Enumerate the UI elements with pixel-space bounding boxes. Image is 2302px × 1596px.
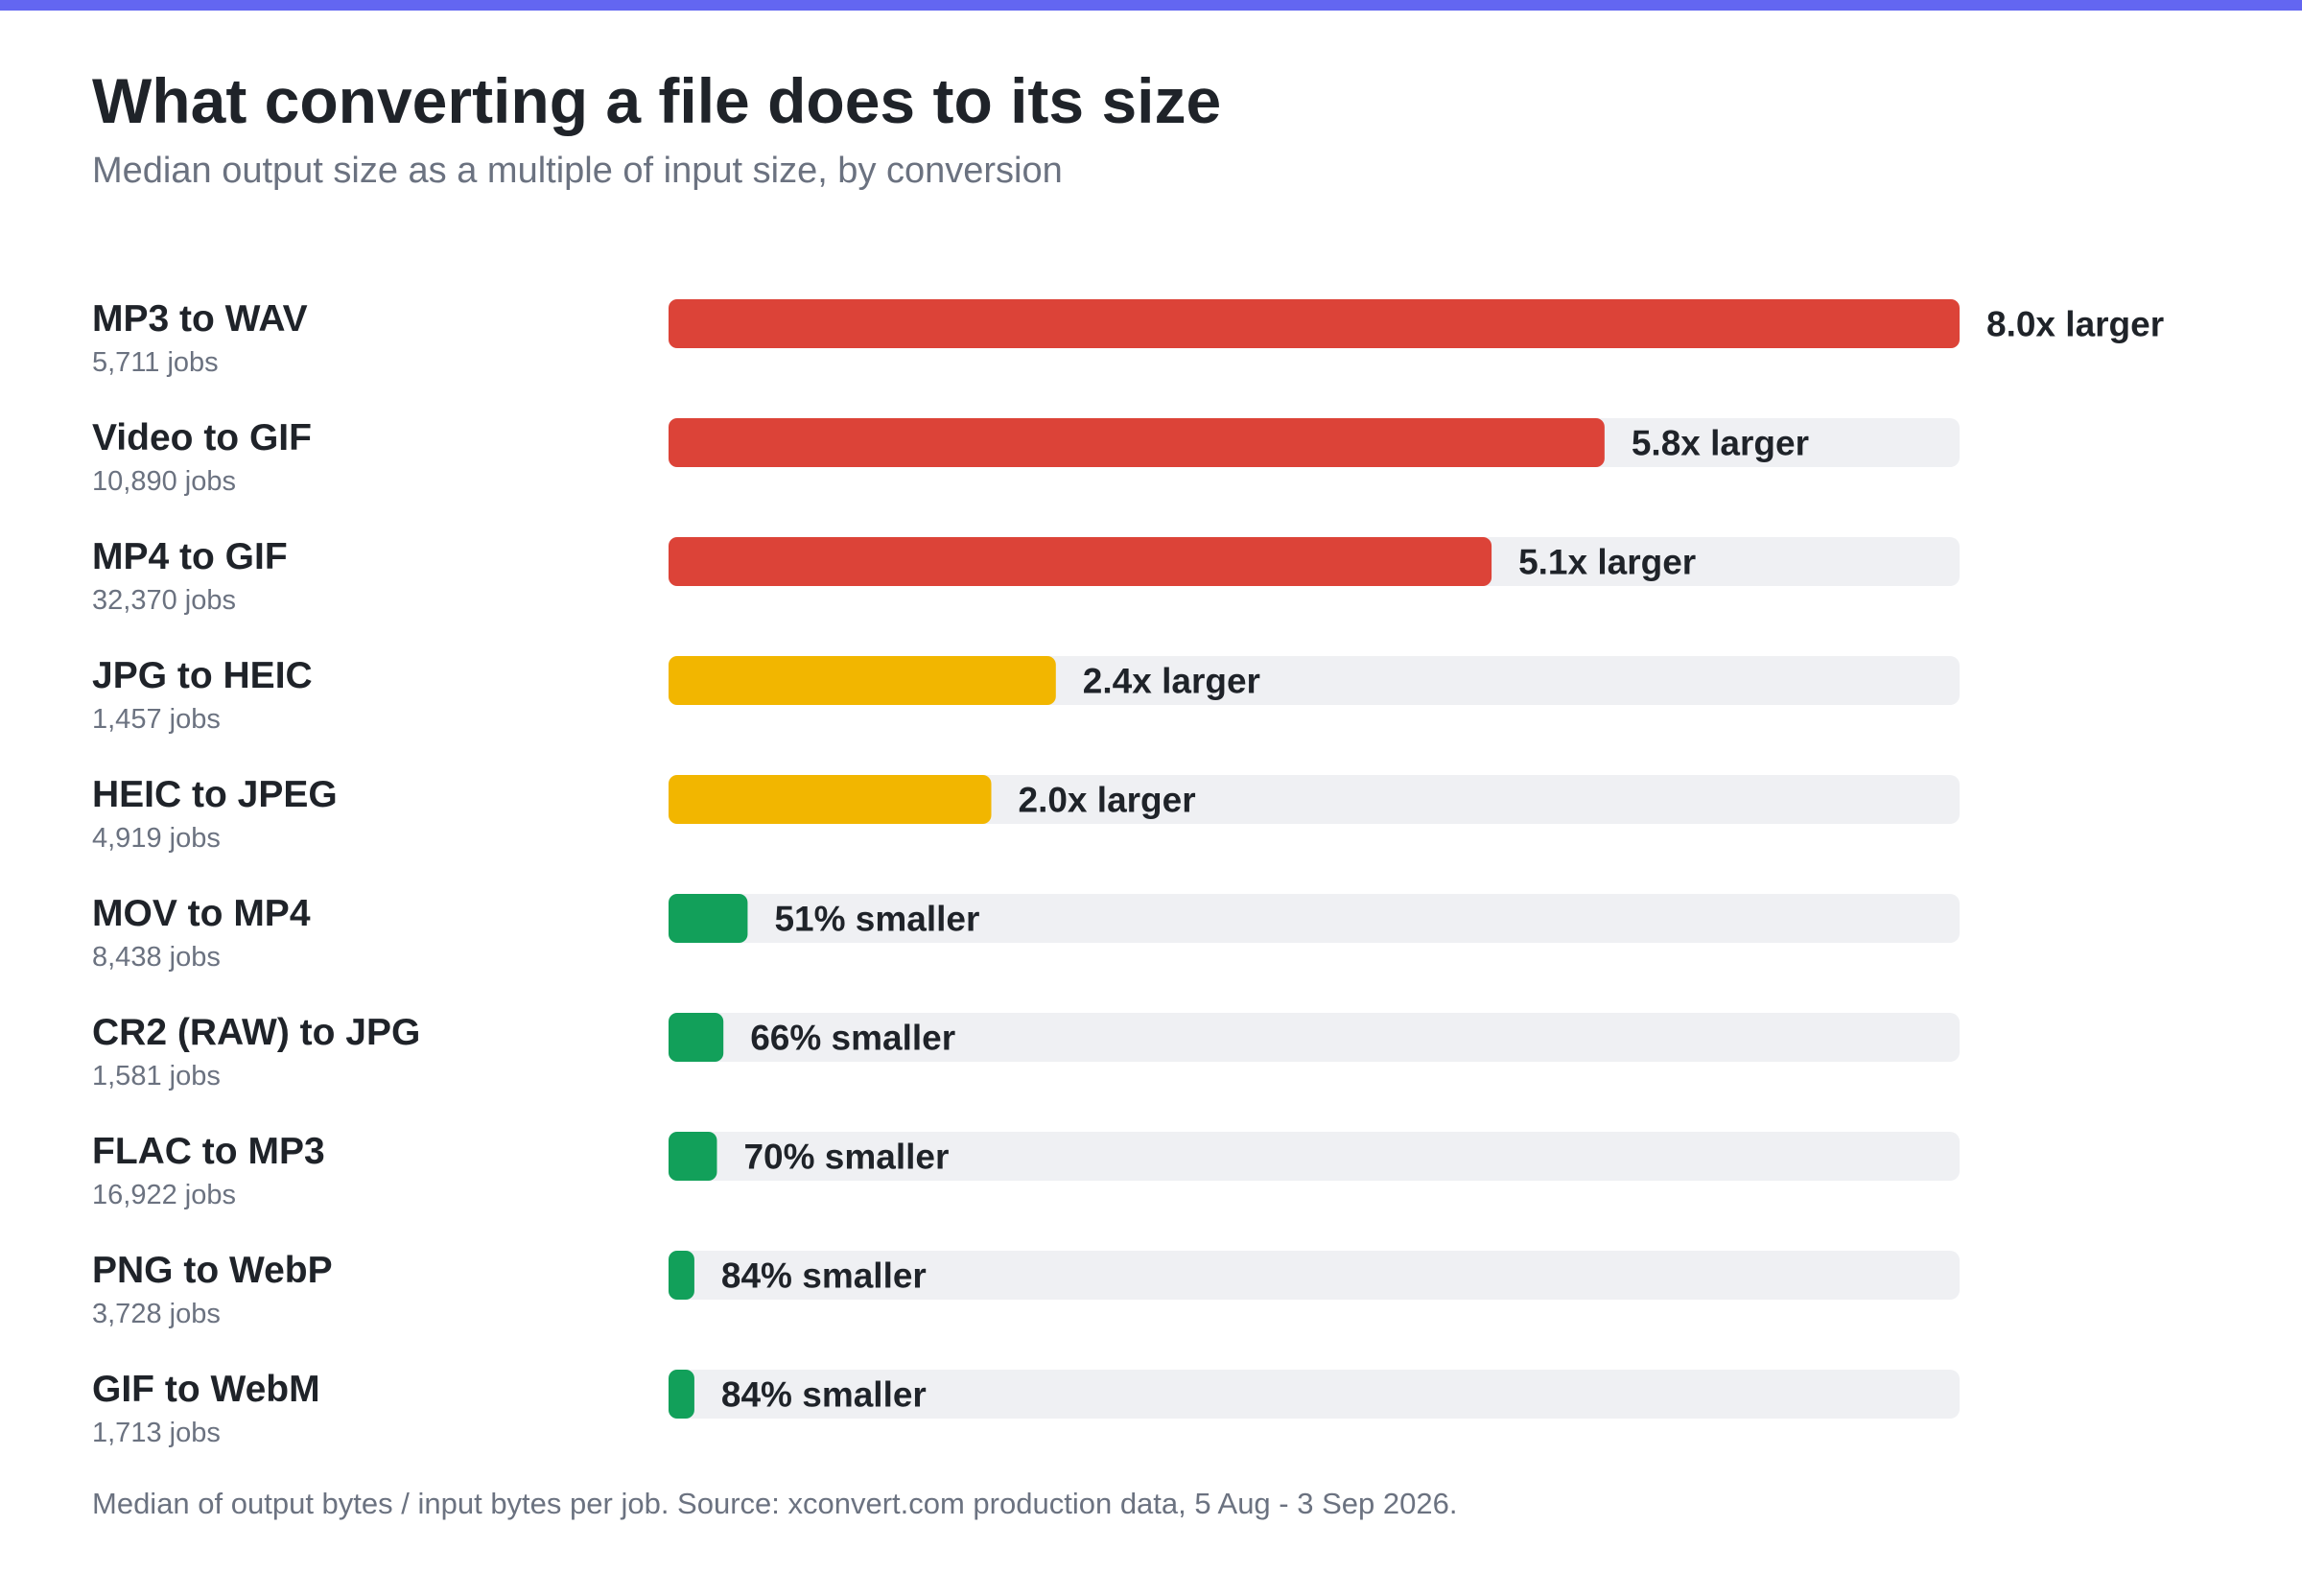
category-label: PNG to WebP bbox=[92, 1250, 333, 1291]
bar-track bbox=[669, 1132, 1960, 1181]
bar-track bbox=[669, 1370, 1960, 1419]
category-label: GIF to WebM bbox=[92, 1369, 320, 1410]
value-label: 70% smaller bbox=[743, 1138, 949, 1177]
category-label: FLAC to MP3 bbox=[92, 1131, 325, 1172]
job-count-label: 3,728 jobs bbox=[92, 1299, 221, 1329]
bar-track bbox=[669, 1251, 1960, 1300]
chart-subtitle: Median output size as a multiple of inpu… bbox=[92, 151, 1063, 191]
category-label: MP3 to WAV bbox=[92, 298, 308, 340]
chart-title: What converting a file does to its size bbox=[92, 65, 1222, 136]
category-label: HEIC to JPEG bbox=[92, 774, 338, 815]
source-note: Median of output bytes / input bytes per… bbox=[92, 1487, 1458, 1520]
value-label: 5.1x larger bbox=[1518, 543, 1696, 582]
bar bbox=[669, 656, 1056, 705]
category-label: MP4 to GIF bbox=[92, 536, 288, 577]
top-accent-bar bbox=[0, 0, 2302, 11]
bar bbox=[669, 894, 748, 943]
category-label: Video to GIF bbox=[92, 417, 312, 458]
bar bbox=[669, 1251, 694, 1300]
category-label: MOV to MP4 bbox=[92, 893, 311, 934]
job-count-label: 1,457 jobs bbox=[92, 704, 221, 735]
value-label: 8.0x larger bbox=[1986, 305, 2164, 344]
bar bbox=[669, 299, 1960, 348]
value-label: 5.8x larger bbox=[1632, 424, 1809, 463]
value-label: 84% smaller bbox=[721, 1256, 927, 1296]
job-count-label: 1,713 jobs bbox=[92, 1418, 221, 1448]
bar bbox=[669, 537, 1492, 586]
value-label: 2.0x larger bbox=[1019, 781, 1196, 820]
job-count-label: 10,890 jobs bbox=[92, 466, 236, 497]
bar bbox=[669, 775, 992, 824]
job-count-label: 1,581 jobs bbox=[92, 1061, 221, 1091]
value-label: 2.4x larger bbox=[1083, 662, 1260, 701]
bar bbox=[669, 418, 1605, 467]
value-label: 66% smaller bbox=[750, 1019, 955, 1058]
bar bbox=[669, 1370, 694, 1419]
job-count-label: 32,370 jobs bbox=[92, 585, 236, 616]
value-label: 51% smaller bbox=[774, 900, 979, 939]
job-count-label: 16,922 jobs bbox=[92, 1180, 236, 1210]
value-label: 84% smaller bbox=[721, 1375, 927, 1415]
bar-track bbox=[669, 1013, 1960, 1062]
category-label: CR2 (RAW) to JPG bbox=[92, 1012, 420, 1053]
job-count-label: 8,438 jobs bbox=[92, 942, 221, 973]
category-label: JPG to HEIC bbox=[92, 655, 313, 696]
job-count-label: 5,711 jobs bbox=[92, 347, 219, 378]
bar bbox=[669, 1132, 717, 1181]
bar-track bbox=[669, 894, 1960, 943]
job-count-label: 4,919 jobs bbox=[92, 823, 221, 854]
bar bbox=[669, 1013, 724, 1062]
